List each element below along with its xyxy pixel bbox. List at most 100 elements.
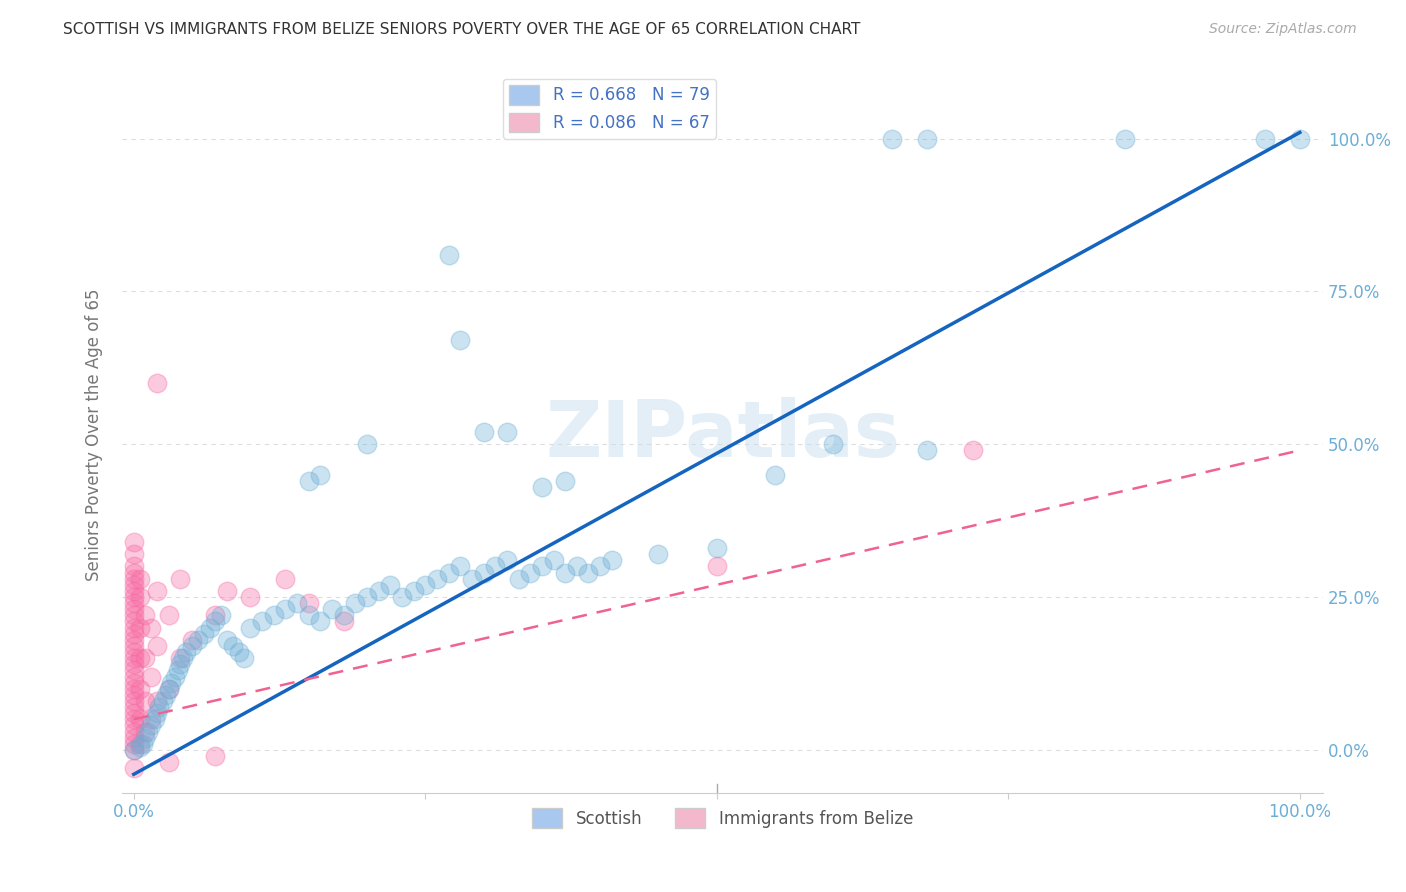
Point <box>122 602 145 616</box>
Point <box>128 572 150 586</box>
Point <box>122 688 145 702</box>
Point <box>122 694 145 708</box>
Point <box>160 675 183 690</box>
Point <box>143 712 166 726</box>
Point <box>136 724 159 739</box>
Point <box>228 645 250 659</box>
Point <box>122 657 145 672</box>
Point <box>263 608 285 623</box>
Point <box>122 669 145 683</box>
Point <box>239 590 262 604</box>
Point <box>332 615 354 629</box>
Point <box>554 566 576 580</box>
Point <box>146 694 169 708</box>
Point <box>321 602 343 616</box>
Point <box>128 681 150 696</box>
Point <box>122 737 145 751</box>
Point <box>122 724 145 739</box>
Point <box>530 559 553 574</box>
Point <box>122 664 145 678</box>
Point <box>134 694 156 708</box>
Point <box>122 651 145 665</box>
Point <box>449 333 471 347</box>
Point <box>1114 131 1136 145</box>
Point <box>148 700 170 714</box>
Point <box>1254 131 1277 145</box>
Point <box>134 608 156 623</box>
Point <box>128 621 150 635</box>
Point <box>449 559 471 574</box>
Point <box>122 572 145 586</box>
Point <box>915 131 938 145</box>
Point <box>134 651 156 665</box>
Point <box>122 731 145 745</box>
Point <box>134 731 156 745</box>
Point <box>122 615 145 629</box>
Point <box>169 651 191 665</box>
Point <box>274 572 297 586</box>
Text: Source: ZipAtlas.com: Source: ZipAtlas.com <box>1209 22 1357 37</box>
Point <box>367 583 389 598</box>
Point <box>141 621 163 635</box>
Point <box>152 694 174 708</box>
Point <box>215 583 238 598</box>
Point <box>146 583 169 598</box>
Point <box>472 425 495 439</box>
Text: ZIPatlas: ZIPatlas <box>546 397 900 473</box>
Point <box>141 712 163 726</box>
Point <box>122 626 145 640</box>
Point <box>298 596 321 610</box>
Point <box>128 651 150 665</box>
Point <box>167 664 190 678</box>
Point <box>172 651 194 665</box>
Point <box>461 572 484 586</box>
Point <box>163 669 186 683</box>
Point <box>222 639 245 653</box>
Point <box>122 583 145 598</box>
Point <box>193 626 215 640</box>
Point <box>706 559 728 574</box>
Point <box>122 535 145 549</box>
Point <box>472 566 495 580</box>
Point <box>915 443 938 458</box>
Point <box>402 583 425 598</box>
Point <box>122 621 145 635</box>
Point <box>134 724 156 739</box>
Point <box>391 590 413 604</box>
Point <box>356 437 378 451</box>
Point <box>132 737 155 751</box>
Point <box>484 559 506 574</box>
Point <box>437 566 460 580</box>
Point <box>122 559 145 574</box>
Point <box>706 541 728 556</box>
Y-axis label: Seniors Poverty Over the Age of 65: Seniors Poverty Over the Age of 65 <box>86 289 103 582</box>
Point <box>332 608 354 623</box>
Point <box>578 566 600 580</box>
Point <box>215 632 238 647</box>
Point <box>187 632 209 647</box>
Point <box>157 681 180 696</box>
Point <box>128 712 150 726</box>
Point <box>589 559 612 574</box>
Point <box>204 608 226 623</box>
Point <box>122 761 145 775</box>
Point <box>128 737 150 751</box>
Point <box>298 608 321 623</box>
Point <box>356 590 378 604</box>
Point <box>1288 131 1310 145</box>
Point <box>146 376 169 390</box>
Point <box>174 645 197 659</box>
Point <box>122 645 145 659</box>
Point <box>298 474 321 488</box>
Point <box>344 596 367 610</box>
Point <box>141 669 163 683</box>
Point <box>146 639 169 653</box>
Point <box>880 131 903 145</box>
Point <box>122 681 145 696</box>
Point <box>413 578 436 592</box>
Point <box>209 608 232 623</box>
Point <box>128 590 150 604</box>
Point <box>122 596 145 610</box>
Point <box>496 553 519 567</box>
Point <box>181 632 204 647</box>
